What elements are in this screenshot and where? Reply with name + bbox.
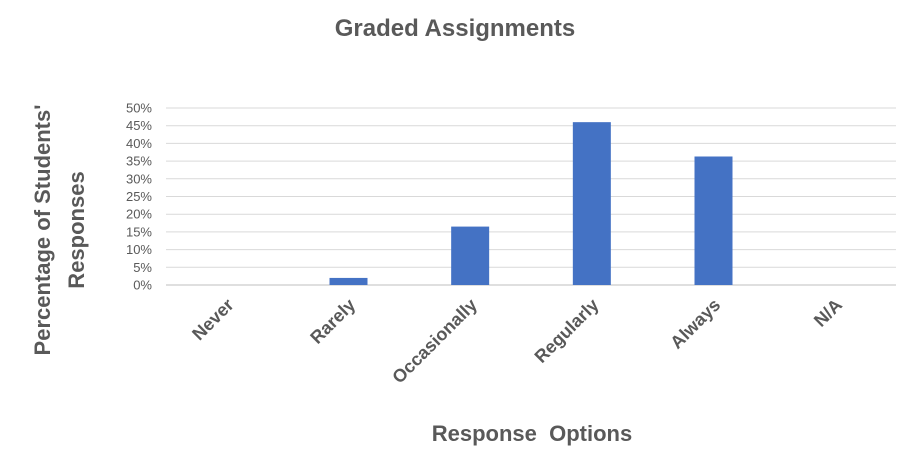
y-tick-label: 10% (126, 242, 152, 257)
y-tick-label: 20% (126, 207, 152, 222)
x-tick-label: N/A (810, 295, 846, 331)
x-tick-label: Rarely (306, 295, 359, 348)
y-axis-label-line-2: Responses (64, 171, 89, 288)
y-tick-label: 35% (126, 154, 152, 169)
x-axis-label: Response Options (432, 421, 632, 446)
x-axis-ticks: Never Rarely Occasionally Regularly Always N/… (188, 295, 846, 388)
y-tick-label: 0% (133, 278, 152, 293)
bar-occasionally (451, 226, 490, 285)
y-tick-label: 25% (126, 189, 152, 204)
bar-regularly (572, 122, 611, 285)
y-tick-label: 45% (126, 118, 152, 133)
y-tick-label: 40% (126, 136, 152, 151)
y-axis-label-line-1: Percentage of Students' (30, 105, 55, 356)
chart-title: Graded Assignments (335, 15, 576, 42)
y-tick-label: 30% (126, 171, 152, 186)
x-tick-label: Regularly (531, 295, 603, 367)
y-tick-label: 15% (126, 224, 152, 239)
bar-always (694, 156, 733, 285)
y-tick-label: 50% (126, 101, 152, 116)
x-tick-label: Always (666, 295, 724, 353)
x-tick-label: Occasionally (388, 295, 481, 388)
y-axis-ticks: 0% 5% 10% 15% 20% 25% 30% 35% 40% 45% 50% (126, 101, 152, 293)
y-axis-label: Percentage of Students' Responses (30, 105, 89, 356)
y-tick-label: 5% (133, 260, 152, 275)
bars (329, 122, 733, 285)
gridlines (166, 107, 896, 286)
x-tick-label: Never (188, 295, 238, 345)
bar-rarely (329, 277, 368, 285)
